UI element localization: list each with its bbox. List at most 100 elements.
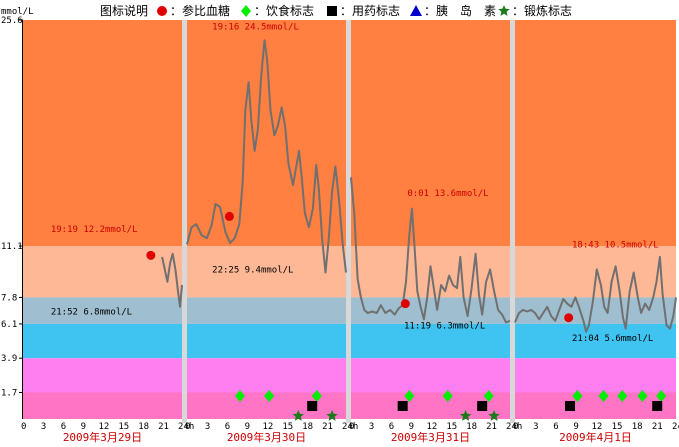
- range-band: [23, 245, 182, 298]
- x-tick-label: 0: [349, 422, 354, 432]
- legend-item-label: 胰 岛 素: [436, 3, 496, 18]
- legend-separator: ：: [424, 4, 436, 18]
- range-bands: [23, 20, 676, 419]
- date-label: 2009年3月30日: [227, 430, 306, 443]
- glucose-line: [350, 177, 511, 324]
- exercise-marker: [459, 410, 472, 421]
- legend-separator: ：: [254, 4, 266, 18]
- x-tick-label: 15: [446, 422, 457, 432]
- range-band: [187, 297, 346, 324]
- range-band: [23, 323, 182, 359]
- x-tick-label: 15: [612, 422, 623, 432]
- y-tick-label: 25.6: [1, 16, 23, 26]
- range-band: [187, 245, 346, 298]
- x-tick-label: 6: [389, 422, 394, 432]
- legend-separator: ：: [170, 4, 182, 18]
- range-band: [23, 358, 182, 393]
- x-tick-label: 24h: [506, 422, 522, 432]
- x-tick-label: 0: [21, 422, 26, 432]
- glucose-line: [514, 255, 677, 333]
- reference-glucose-marker: [224, 211, 234, 221]
- y-tick-label: 7.8: [1, 293, 17, 303]
- x-tick-label: 21: [652, 422, 663, 432]
- medication-marker: [652, 401, 663, 411]
- exercise-marker: [326, 410, 338, 421]
- x-tick-label: 0: [185, 422, 190, 432]
- date-label: 2009年3月29日: [63, 430, 142, 443]
- exercise-marker: [488, 410, 500, 421]
- range-band: [23, 297, 182, 324]
- day-separator: [510, 20, 515, 423]
- x-tick-label: 6: [225, 422, 230, 432]
- legend-star-icon: [498, 5, 510, 16]
- x-tick-label: 24h: [178, 422, 194, 432]
- glucose-annotation: 0:01 13.6mmol/L: [407, 189, 488, 199]
- x-tick-label: 24h: [672, 422, 679, 432]
- glucose-line: [186, 39, 347, 274]
- glucose-annotation: 18:43 10.5mmol/L: [572, 241, 659, 251]
- glucose-annotation: 21:04 5.6mmol/L: [572, 334, 653, 344]
- x-tick-label: 21: [486, 422, 497, 432]
- meal-marker: [572, 390, 583, 402]
- x-tick-label: 3: [41, 422, 46, 432]
- x-tick-label: 24h: [342, 422, 358, 432]
- glucose-line: [161, 252, 183, 308]
- range-band: [187, 358, 346, 393]
- x-tick-label: 9: [81, 422, 86, 432]
- meal-marker: [617, 390, 628, 402]
- meal-marker: [311, 390, 322, 402]
- x-tick-label: 18: [632, 422, 643, 432]
- legend-diamond-icon: [241, 5, 251, 17]
- x-tick-label: 3: [205, 422, 210, 432]
- x-tick-label: 18: [302, 422, 313, 432]
- date-label: 2009年4月1日: [559, 430, 632, 443]
- x-tick-label: 9: [573, 422, 578, 432]
- x-tick-label: 18: [138, 422, 149, 432]
- legend-square-icon: [327, 6, 337, 16]
- meal-marker: [404, 390, 415, 402]
- medication-marker: [307, 401, 318, 411]
- legend-title: 图标说明: [100, 3, 148, 18]
- meal-marker: [598, 390, 609, 402]
- legend-item-label: 用药标志: [352, 4, 400, 18]
- reference-glucose-marker: [400, 299, 410, 309]
- glucose-annotation: 11:19 6.3mmol/L: [404, 322, 485, 332]
- glucose-annotation: 19:16 24.5mmol/L: [212, 22, 299, 32]
- y-tick-label: 3.9: [1, 354, 17, 364]
- x-tick-label: 15: [282, 422, 293, 432]
- x-tick-label: 12: [427, 422, 438, 432]
- glucose-series: [161, 39, 677, 333]
- x-tick-label: 9: [409, 422, 414, 432]
- y-tick-label: 1.7: [1, 389, 17, 399]
- range-band: [23, 392, 182, 419]
- range-band: [23, 20, 182, 246]
- meal-marker: [637, 390, 648, 402]
- x-tick-label: 9: [245, 422, 250, 432]
- x-tick-label: 21: [322, 422, 333, 432]
- legend: 图标说明 ：参比血糖：饮食标志：用药标志：胰 岛 素：锻炼标志: [100, 3, 572, 18]
- legend-item-label: 锻炼标志: [524, 3, 572, 18]
- x-tick-label: 6: [553, 422, 558, 432]
- x-tick-label: 3: [369, 422, 374, 432]
- range-band: [515, 20, 676, 246]
- meal-marker: [235, 390, 245, 402]
- day-separator: [182, 20, 187, 423]
- range-band: [351, 323, 510, 359]
- legend-item-label: 参比血糖: [182, 3, 230, 18]
- range-band: [351, 358, 510, 393]
- x-tick-label: 0: [513, 422, 518, 432]
- range-band: [351, 20, 510, 246]
- medication-marker: [477, 401, 488, 411]
- x-tick-label: 6: [61, 422, 66, 432]
- medication-marker: [565, 401, 576, 411]
- range-band: [187, 323, 346, 359]
- legend-separator: ：: [512, 4, 524, 18]
- y-tick-label: 11.1: [1, 242, 23, 252]
- day-separators: [22, 20, 515, 423]
- glucose-annotation: 19:19 12.2mmol/L: [51, 225, 138, 235]
- range-band: [351, 297, 510, 324]
- x-tick-label: 3: [533, 422, 538, 432]
- range-band: [515, 358, 676, 393]
- legend-circle-icon: [157, 6, 167, 16]
